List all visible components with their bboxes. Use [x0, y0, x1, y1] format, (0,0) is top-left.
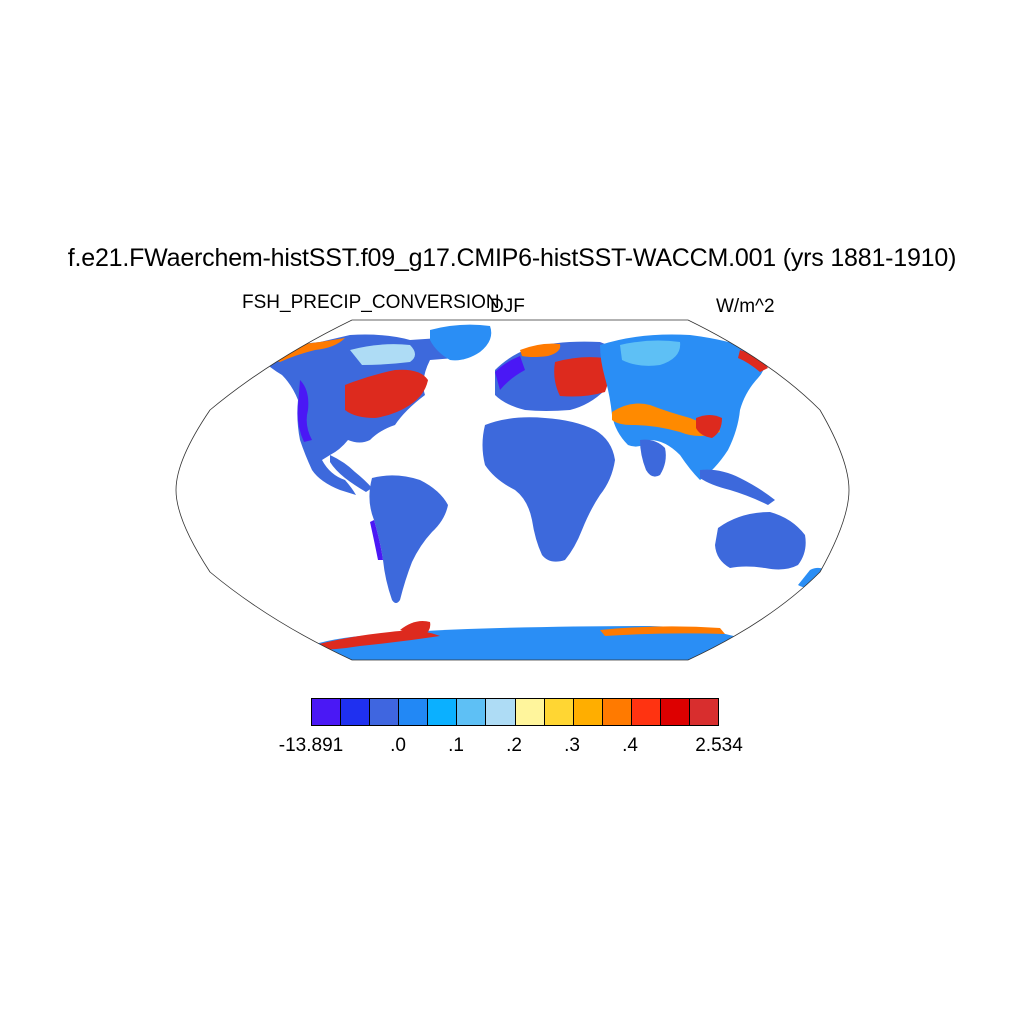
east-asia-edge [738, 350, 768, 372]
colorbar-tick-label: -13.891 [278, 735, 344, 756]
antarctica-east-edge [600, 626, 725, 636]
scandinavia-warm [520, 343, 561, 357]
colorbar-box [341, 699, 371, 725]
andes-edge [370, 520, 383, 560]
colorbar-box [457, 699, 487, 725]
units-label: W/m^2 [716, 296, 775, 317]
colorbar-box [690, 699, 719, 725]
colorbar-box [370, 699, 400, 725]
variable-label: FSH_PRECIP_CONVERSION [242, 292, 500, 313]
colorbar-tick-label: .4 [622, 735, 638, 756]
colorbar-box [428, 699, 458, 725]
antarctica-warm-edge [315, 630, 440, 650]
africa [482, 417, 615, 562]
north-america-warm [345, 369, 428, 418]
colorbar-box [544, 699, 574, 725]
southeast-asia [700, 469, 775, 505]
canada-cool [350, 344, 415, 365]
asia-warm-band [612, 403, 720, 436]
colorbar-box [660, 699, 691, 725]
china-warm [696, 415, 722, 438]
season-label: DJF [490, 296, 525, 317]
antarctica-peninsula [400, 621, 431, 638]
colorbar-tick-label: .0 [390, 735, 406, 756]
colorbar-box [399, 699, 429, 725]
central-america [330, 455, 372, 492]
greenland [430, 324, 492, 361]
land-layer [260, 324, 828, 660]
colorbar-box [573, 699, 603, 725]
west-coast-edge [297, 380, 312, 442]
colorbar-tick-label: .1 [448, 735, 464, 756]
colorbar [311, 698, 719, 726]
india [640, 439, 666, 477]
new-zealand [798, 567, 828, 588]
colorbar-tick-label: .2 [506, 735, 522, 756]
siberia-cool [620, 340, 681, 366]
colorbar-box [312, 699, 342, 725]
colorbar-box [486, 699, 516, 725]
south-america [369, 475, 448, 603]
globe-outline [175, 319, 850, 661]
colorbar-tick-label: 2.534 [695, 735, 743, 756]
colorbar-box [602, 699, 632, 725]
australia [715, 512, 806, 570]
colorbar-tick-label: .3 [564, 735, 580, 756]
plot-title: f.e21.FWaerchem-histSST.f09_g17.CMIP6-hi… [67, 244, 957, 272]
colorbar-box [631, 699, 661, 725]
europe-edge [495, 356, 525, 390]
russia-warm [554, 357, 609, 397]
colorbar-box [515, 699, 545, 725]
